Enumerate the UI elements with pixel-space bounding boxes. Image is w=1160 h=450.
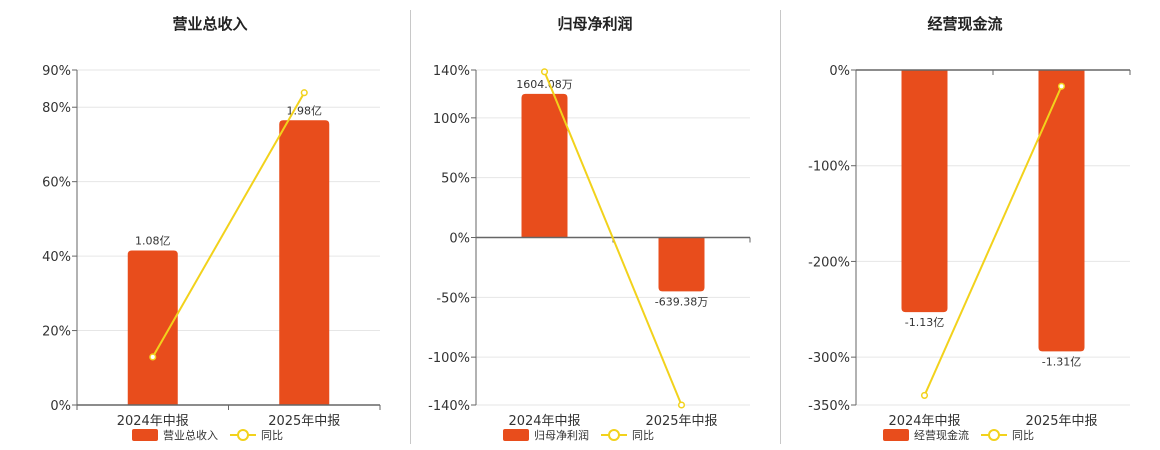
panel-divider — [780, 10, 781, 444]
y-tick-label: 140% — [433, 64, 470, 79]
bar-data-label: -1.13亿 — [905, 316, 944, 329]
yoy-line — [543, 71, 683, 406]
bar — [1038, 70, 1085, 352]
y-tick-label: -100% — [808, 160, 850, 175]
bar-data-label: -1.31亿 — [1042, 355, 1081, 368]
yoy-point — [1057, 82, 1066, 90]
yoy-line — [923, 85, 1063, 396]
y-tick-label: 50% — [441, 172, 470, 187]
chart-title: 营业总收入 — [172, 15, 248, 33]
legend-label-line: 同比 — [632, 429, 654, 442]
x-tick-label: 2024年中报 — [508, 414, 580, 429]
y-tick-label: 90% — [42, 64, 71, 79]
y-tick-label: 40% — [42, 250, 71, 265]
x-tick-label: 2024年中报 — [888, 414, 960, 429]
legend-label-bar: 归母净利润 — [534, 429, 589, 442]
chart-svg-net-profit: -140% -100% -50% 0% 50% 100% 140% 1604.08万 -639.… — [428, 64, 751, 429]
x-tick-label: 2025年中报 — [268, 414, 340, 429]
legend-line-swatch — [981, 429, 1007, 441]
x-tick-label: 2024年中报 — [117, 414, 189, 429]
y-tick-label: -350% — [808, 399, 850, 414]
legend-label-line: 同比 — [1012, 429, 1034, 442]
yoy-point — [920, 391, 929, 399]
chart-svg-cash-flow: -350% -300% -200% -100% 0% -1.13亿 -1.31亿 2024年中… — [808, 64, 1131, 429]
y-tick-label: 0% — [50, 399, 71, 414]
legend-line-swatch — [230, 429, 256, 441]
bar — [521, 93, 568, 238]
x-tick-label: 2025年中报 — [645, 414, 717, 429]
y-tick-label: -50% — [436, 291, 470, 306]
chart-panel-cash-flow: 经营现金流 -350% -300% -200% -100% 0% -1.13亿 -1.31亿… — [790, 0, 1140, 450]
legend-bar-swatch — [883, 429, 909, 441]
chart-panel-revenue: 营业总收入 0% 20% 40% 60% 80% 90% 1.08亿 1.98亿 2024年中报… — [20, 0, 400, 450]
yoy-point — [540, 68, 549, 76]
yoy-point — [149, 353, 157, 361]
y-tick-label: 0% — [449, 232, 470, 247]
x-tick-label: 2025年中报 — [1025, 414, 1097, 429]
bar — [658, 237, 705, 292]
chart-legend: 营业总收入 同比 — [132, 427, 283, 443]
y-tick-label: 0% — [829, 64, 850, 79]
chart-panel-net-profit: 归母净利润 -140% -100% -50% 0% 50% 100% 140% 1604.08… — [420, 0, 770, 450]
legend-bar-swatch — [132, 429, 158, 441]
legend-label-line: 同比 — [261, 429, 283, 442]
bar — [127, 250, 178, 405]
yoy-line — [151, 92, 306, 358]
chart-title: 归母净利润 — [557, 15, 633, 33]
y-tick-label: 60% — [42, 176, 71, 191]
y-tick-label: -300% — [808, 351, 850, 366]
panel-divider — [410, 10, 411, 444]
y-tick-label: -200% — [808, 255, 850, 270]
bar-data-label: -639.38万 — [655, 295, 708, 308]
chart-legend: 经营现金流 同比 — [883, 427, 1034, 443]
bar-data-label: 1.08亿 — [135, 235, 171, 248]
chart-title: 经营现金流 — [927, 15, 1003, 33]
y-tick-label: 100% — [433, 112, 470, 127]
y-tick-label: -100% — [428, 351, 470, 366]
legend-label-bar: 营业总收入 — [163, 429, 218, 442]
y-tick-label: 20% — [42, 325, 71, 340]
chart-legend: 归母净利润 同比 — [503, 427, 654, 443]
yoy-point — [300, 89, 308, 97]
legend-label-bar: 经营现金流 — [914, 429, 969, 442]
y-tick-label: -140% — [428, 399, 470, 414]
bar — [901, 70, 948, 313]
bar — [279, 120, 330, 405]
legend-bar-swatch — [503, 429, 529, 441]
bar-data-label: 1604.08万 — [516, 78, 573, 91]
yoy-point — [677, 401, 686, 409]
y-tick-label: 80% — [42, 101, 71, 116]
legend-line-swatch — [601, 429, 627, 441]
